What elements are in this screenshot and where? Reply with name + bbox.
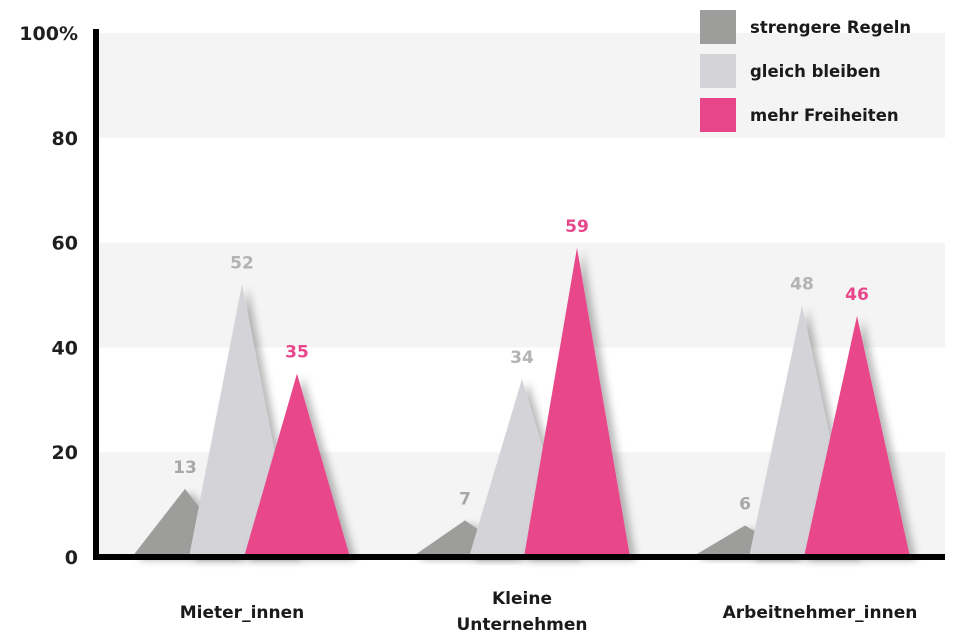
x-category-label: Mieter_innen [180, 603, 304, 623]
y-tick-label: 60 [52, 233, 78, 255]
y-tick-label: 20 [52, 442, 78, 464]
data-label: 52 [230, 254, 254, 274]
legend-label: gleich bleiben [750, 62, 881, 81]
legend-swatch [700, 54, 736, 88]
y-tick-label: 40 [52, 337, 78, 359]
legend: strengere Regeln gleich bleiben mehr Freih… [700, 10, 911, 132]
peak-mehr-freiheiten-2 [804, 315, 910, 557]
data-label: 6 [739, 495, 751, 515]
legend-label: mehr Freiheiten [750, 106, 899, 125]
data-label: 46 [845, 285, 869, 305]
y-tick-label: 0 [65, 547, 78, 569]
x-axis-categories: Mieter_innen Kleine Unternehmen Arbeitnehme… [180, 589, 918, 635]
data-labels: 13 52 35 7 34 59 6 48 46 [173, 217, 869, 515]
x-category-label: Unternehmen [456, 615, 587, 635]
data-label: 34 [510, 348, 534, 368]
data-label: 13 [173, 458, 197, 478]
data-label: 7 [459, 489, 471, 509]
x-category-label: Kleine [492, 589, 552, 609]
data-peaks [132, 247, 910, 557]
legend-swatch [700, 10, 736, 44]
grid-band [96, 33, 945, 138]
y-axis-ticks: 0 20 40 60 80 100% [19, 23, 78, 569]
data-label: 59 [565, 217, 589, 237]
legend-label: strengere Regeln [750, 18, 911, 37]
data-label: 48 [790, 274, 814, 294]
axes [93, 29, 945, 560]
grid-band [96, 242, 945, 348]
data-label: 35 [285, 343, 309, 363]
y-tick-label: 80 [52, 128, 78, 150]
x-category-label: Arbeitnehmer_innen [723, 603, 918, 623]
peak-mehr-freiheiten-1 [524, 247, 630, 557]
y-tick-label: 100% [19, 23, 78, 45]
peak-mehr-freiheiten-0 [244, 373, 350, 557]
legend-swatch [700, 98, 736, 132]
